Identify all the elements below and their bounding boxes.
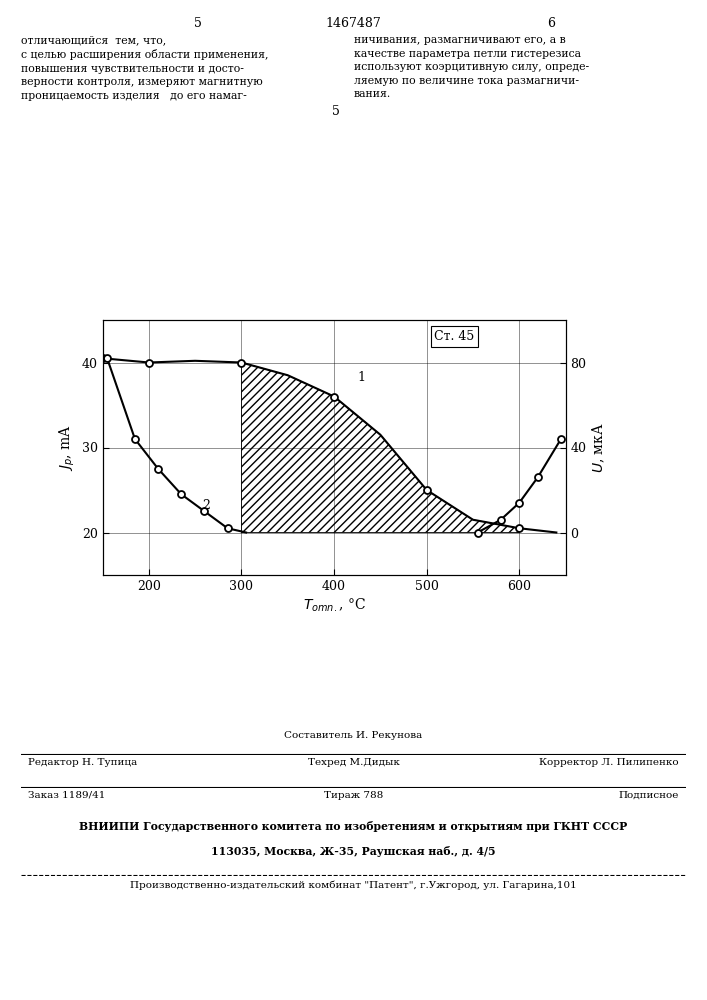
Text: 1467487: 1467487 — [326, 17, 381, 30]
Text: Тираж 788: Тираж 788 — [324, 791, 383, 800]
Text: 113035, Москва, Ж-35, Раушская наб., д. 4/5: 113035, Москва, Ж-35, Раушская наб., д. … — [211, 846, 496, 857]
Text: отличающийся  тем, что,
с целью расширения области применения,
повышения чувстви: отличающийся тем, что, с целью расширени… — [21, 35, 269, 101]
Text: 6: 6 — [547, 17, 556, 30]
Text: Составитель И. Рекунова: Составитель И. Рекунова — [284, 731, 423, 740]
Text: Корректор Л. Пилипенко: Корректор Л. Пилипенко — [539, 758, 679, 767]
Y-axis label: $J_p$, mA: $J_p$, mA — [58, 424, 78, 471]
Text: Ст. 45: Ст. 45 — [434, 330, 474, 343]
X-axis label: $T_{omn.}$, °C: $T_{omn.}$, °C — [303, 597, 366, 614]
Text: 1: 1 — [357, 371, 366, 384]
Text: Производственно-издательский комбинат "Патент", г.Ужгород, ул. Гагарина,101: Производственно-издательский комбинат "П… — [130, 881, 577, 890]
Text: 5: 5 — [332, 105, 340, 118]
Text: Редактор Н. Тупица: Редактор Н. Тупица — [28, 758, 138, 767]
Text: Техред М.Дидык: Техред М.Дидык — [308, 758, 399, 767]
Text: 2: 2 — [202, 499, 211, 512]
Text: 5: 5 — [194, 17, 202, 30]
Text: ничивания, размагничивают его, а в
качестве параметра петли гистерезиса
использу: ничивания, размагничивают его, а в качес… — [354, 35, 589, 99]
Text: Подписное: Подписное — [619, 791, 679, 800]
Polygon shape — [241, 362, 519, 532]
Text: Заказ 1189/41: Заказ 1189/41 — [28, 791, 105, 800]
Y-axis label: $U$, мкА: $U$, мкА — [590, 422, 607, 473]
Text: ВНИИПИ Государственного комитета по изобретениям и открытиям при ГКНТ СССР: ВНИИПИ Государственного комитета по изоб… — [79, 821, 628, 832]
